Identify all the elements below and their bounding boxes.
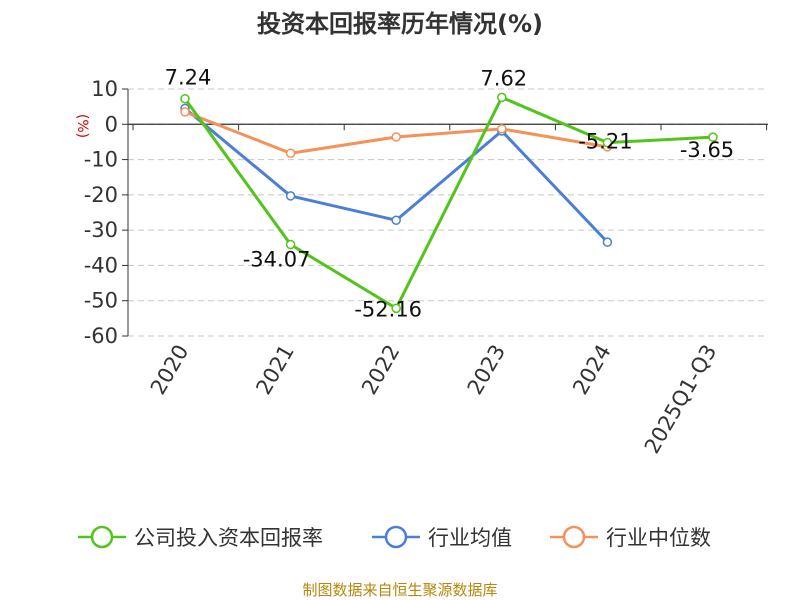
y-tick-label: -50 bbox=[84, 289, 118, 313]
data-label: -5.21 bbox=[578, 130, 632, 154]
legend-label: 行业均值 bbox=[428, 526, 512, 550]
x-tick-label: 2025Q1-Q3 bbox=[640, 341, 722, 458]
data-point bbox=[497, 124, 507, 134]
data-point bbox=[602, 137, 613, 148]
x-tick-label: 2021 bbox=[251, 341, 299, 399]
data-point bbox=[602, 237, 613, 247]
legend: 公司投入资本回报率 行业均值 行业中位数 bbox=[78, 525, 711, 550]
data-label: -34.07 bbox=[243, 248, 311, 272]
data-label: -3.65 bbox=[680, 138, 734, 162]
data-point bbox=[285, 191, 296, 201]
data-point bbox=[285, 148, 296, 158]
y-tick-label: -20 bbox=[84, 183, 118, 207]
data-point bbox=[391, 132, 401, 142]
data-point bbox=[180, 107, 190, 117]
x-tick-label: 2022 bbox=[357, 341, 405, 399]
legend-marker bbox=[562, 525, 586, 549]
legend-marker bbox=[90, 525, 114, 549]
source-note: 制图数据来自恒生聚源数据库 bbox=[302, 581, 497, 599]
legend-label: 行业中位数 bbox=[606, 526, 711, 550]
data-point bbox=[497, 92, 507, 103]
data-point bbox=[285, 239, 296, 250]
x-tick-label: 2023 bbox=[463, 341, 511, 399]
x-tick-label: 2024 bbox=[568, 341, 616, 399]
y-axis-unit: (%) bbox=[74, 114, 90, 138]
y-tick-label: 0 bbox=[105, 112, 118, 136]
x-tick-label: 2020 bbox=[146, 341, 194, 399]
data-label: 7.24 bbox=[165, 66, 212, 90]
data-point bbox=[391, 303, 401, 314]
data-label: 7.62 bbox=[480, 66, 527, 90]
y-tick-label: 10 bbox=[91, 77, 118, 101]
data-point bbox=[708, 132, 718, 142]
y-tick-label: -40 bbox=[84, 253, 118, 277]
y-tick-label: -60 bbox=[84, 324, 118, 348]
series bbox=[180, 92, 718, 314]
data-labels: 7.24 -34.07 -52.16 7.62 -5.21 -3.65 bbox=[165, 66, 735, 322]
series-line bbox=[183, 95, 714, 310]
legend-marker bbox=[384, 525, 408, 549]
data-point bbox=[180, 93, 190, 104]
chart-title: 投资本回报率历年情况(%) bbox=[257, 10, 543, 38]
legend-label: 公司投入资本回报率 bbox=[134, 526, 323, 550]
data-point bbox=[391, 215, 401, 226]
y-tick-label: -10 bbox=[84, 148, 118, 172]
y-tick-label: -30 bbox=[84, 218, 118, 242]
data-label: -52.16 bbox=[354, 297, 422, 321]
